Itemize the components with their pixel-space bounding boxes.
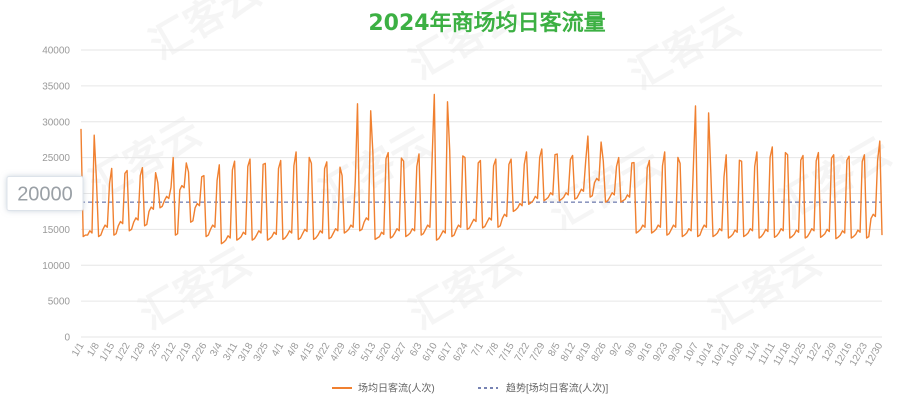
y-tick-label: 10000	[42, 261, 70, 272]
x-tick-label: 7/22	[513, 341, 532, 364]
x-tick-label: 8/26	[590, 341, 609, 364]
grid-lines	[81, 49, 882, 338]
x-tick-label: 2/19	[175, 341, 194, 364]
x-tick-label: 11/25	[787, 341, 809, 368]
chart-title: 2024年商场均日客流量	[368, 10, 605, 36]
y-tick-label: 35000	[42, 81, 70, 92]
x-tick-label: 12/2	[805, 341, 824, 364]
y-tick-label: 40000	[42, 46, 70, 57]
plot-area	[80, 93, 883, 245]
x-tick-label: 2/26	[190, 341, 209, 364]
x-tick-label: 4/22	[313, 341, 332, 364]
x-tick-label: 8/12	[559, 341, 578, 364]
x-tick-label: 1/1	[70, 341, 87, 359]
watermark-text: 汇客云	[402, 239, 529, 339]
x-tick-label: 1/15	[98, 341, 117, 364]
value-callout: 20000	[6, 176, 84, 211]
x-axis: 1/11/81/151/221/292/52/122/192/263/43/11…	[70, 341, 886, 369]
x-tick-label: 6/10	[421, 341, 440, 364]
series-line	[80, 93, 883, 245]
watermark-text: 汇客云	[702, 239, 829, 339]
y-tick-label: 5000	[48, 297, 71, 308]
y-tick-label: 30000	[42, 117, 70, 128]
legend-label-series: 场均日客流(人次)	[358, 382, 435, 395]
x-tick-label: 9/30	[666, 341, 685, 364]
x-tick-label: 8/19	[574, 341, 593, 364]
x-tick-label: 2/12	[160, 341, 179, 364]
x-tick-label: 6/24	[451, 341, 470, 364]
legend: 场均日客流(人次) 趋势[场均日客流(人次)]	[332, 382, 608, 395]
x-tick-label: 4/29	[328, 341, 347, 364]
x-tick-label: 4/1	[270, 341, 287, 359]
x-tick-label: 5/13	[359, 341, 378, 364]
x-tick-label: 9/16	[636, 341, 655, 364]
x-tick-label: 1/29	[129, 341, 148, 364]
x-tick-label: 7/15	[497, 341, 516, 364]
watermark-text: 汇客云	[142, 0, 269, 69]
x-tick-label: 1/22	[113, 341, 132, 364]
x-tick-label: 7/29	[528, 341, 547, 364]
y-tick-label: 15000	[42, 225, 70, 236]
watermark-text: 汇客云	[132, 239, 259, 339]
x-tick-label: 3/25	[252, 341, 271, 364]
x-tick-label: 9/2	[608, 341, 625, 359]
x-tick-label: 7/1	[470, 341, 487, 359]
x-tick-label: 3/18	[236, 341, 255, 364]
y-tick-label: 0	[64, 333, 70, 344]
x-tick-label: 9/23	[651, 341, 670, 364]
legend-label-trend: 趋势[场均日客流(人次)]	[506, 382, 608, 395]
watermark-text: 汇客云	[622, 0, 749, 99]
y-tick-label: 25000	[42, 153, 70, 164]
callout-box	[6, 176, 84, 211]
x-tick-label: 5/27	[390, 341, 409, 364]
callout-value: 20000	[17, 184, 73, 206]
x-tick-label: 6/17	[436, 341, 455, 364]
x-tick-label: 4/15	[298, 341, 317, 364]
x-tick-label: 5/20	[375, 341, 394, 364]
